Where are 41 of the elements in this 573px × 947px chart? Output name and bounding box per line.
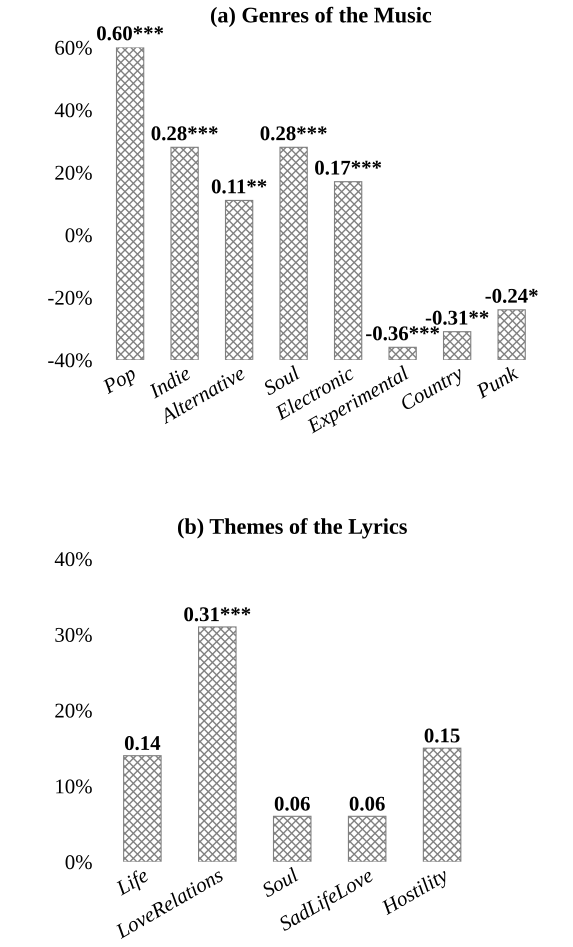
x-tick-label: Pop <box>101 366 140 398</box>
bar <box>334 181 362 360</box>
y-tick-label: -20% <box>48 290 92 305</box>
x-tick-label: Punk <box>474 364 520 399</box>
annotation: 0.17*** <box>315 160 382 175</box>
annotation: -0.36*** <box>366 326 440 340</box>
y-tick-label: 30% <box>55 628 92 642</box>
bar <box>388 346 417 360</box>
annotation: -0.31** <box>426 310 488 325</box>
data-label: 0.31*** <box>184 607 250 622</box>
y-tick-label: 40% <box>54 552 92 566</box>
data-label: 0.06 <box>274 796 310 811</box>
bar <box>116 47 144 360</box>
chart-title: (a) Genres of the Music <box>210 6 432 28</box>
bar <box>442 331 472 360</box>
y-tick-label: 40% <box>54 103 92 118</box>
data-label: 0.14 <box>124 736 160 750</box>
y-tick-label: 0% <box>66 855 92 870</box>
bar <box>170 146 199 360</box>
bar <box>497 309 526 360</box>
data-label: 0.06 <box>350 796 385 811</box>
bar <box>123 755 162 862</box>
bar <box>422 748 462 862</box>
bar <box>198 626 237 862</box>
bar <box>272 816 312 862</box>
annotation: 0.28*** <box>260 126 327 140</box>
y-tick-label: 60% <box>55 40 92 55</box>
y-tick-label: 20% <box>55 166 92 180</box>
bar <box>348 816 386 862</box>
annotation: -0.24* <box>486 288 538 303</box>
annotation: 0.28*** <box>152 126 218 140</box>
y-tick-label: -40% <box>48 353 92 368</box>
bar <box>224 200 254 360</box>
data-label: 0.15 <box>424 728 460 743</box>
y-tick-label: 0% <box>66 228 92 242</box>
y-tick-label: 20% <box>55 704 92 718</box>
y-tick-label: 10% <box>56 779 92 794</box>
annotation: 0.11** <box>212 179 266 194</box>
annotation: 0.60*** <box>97 26 164 40</box>
chart-title: (b) Themes of the Lyrics <box>178 518 407 539</box>
bar <box>279 146 308 360</box>
